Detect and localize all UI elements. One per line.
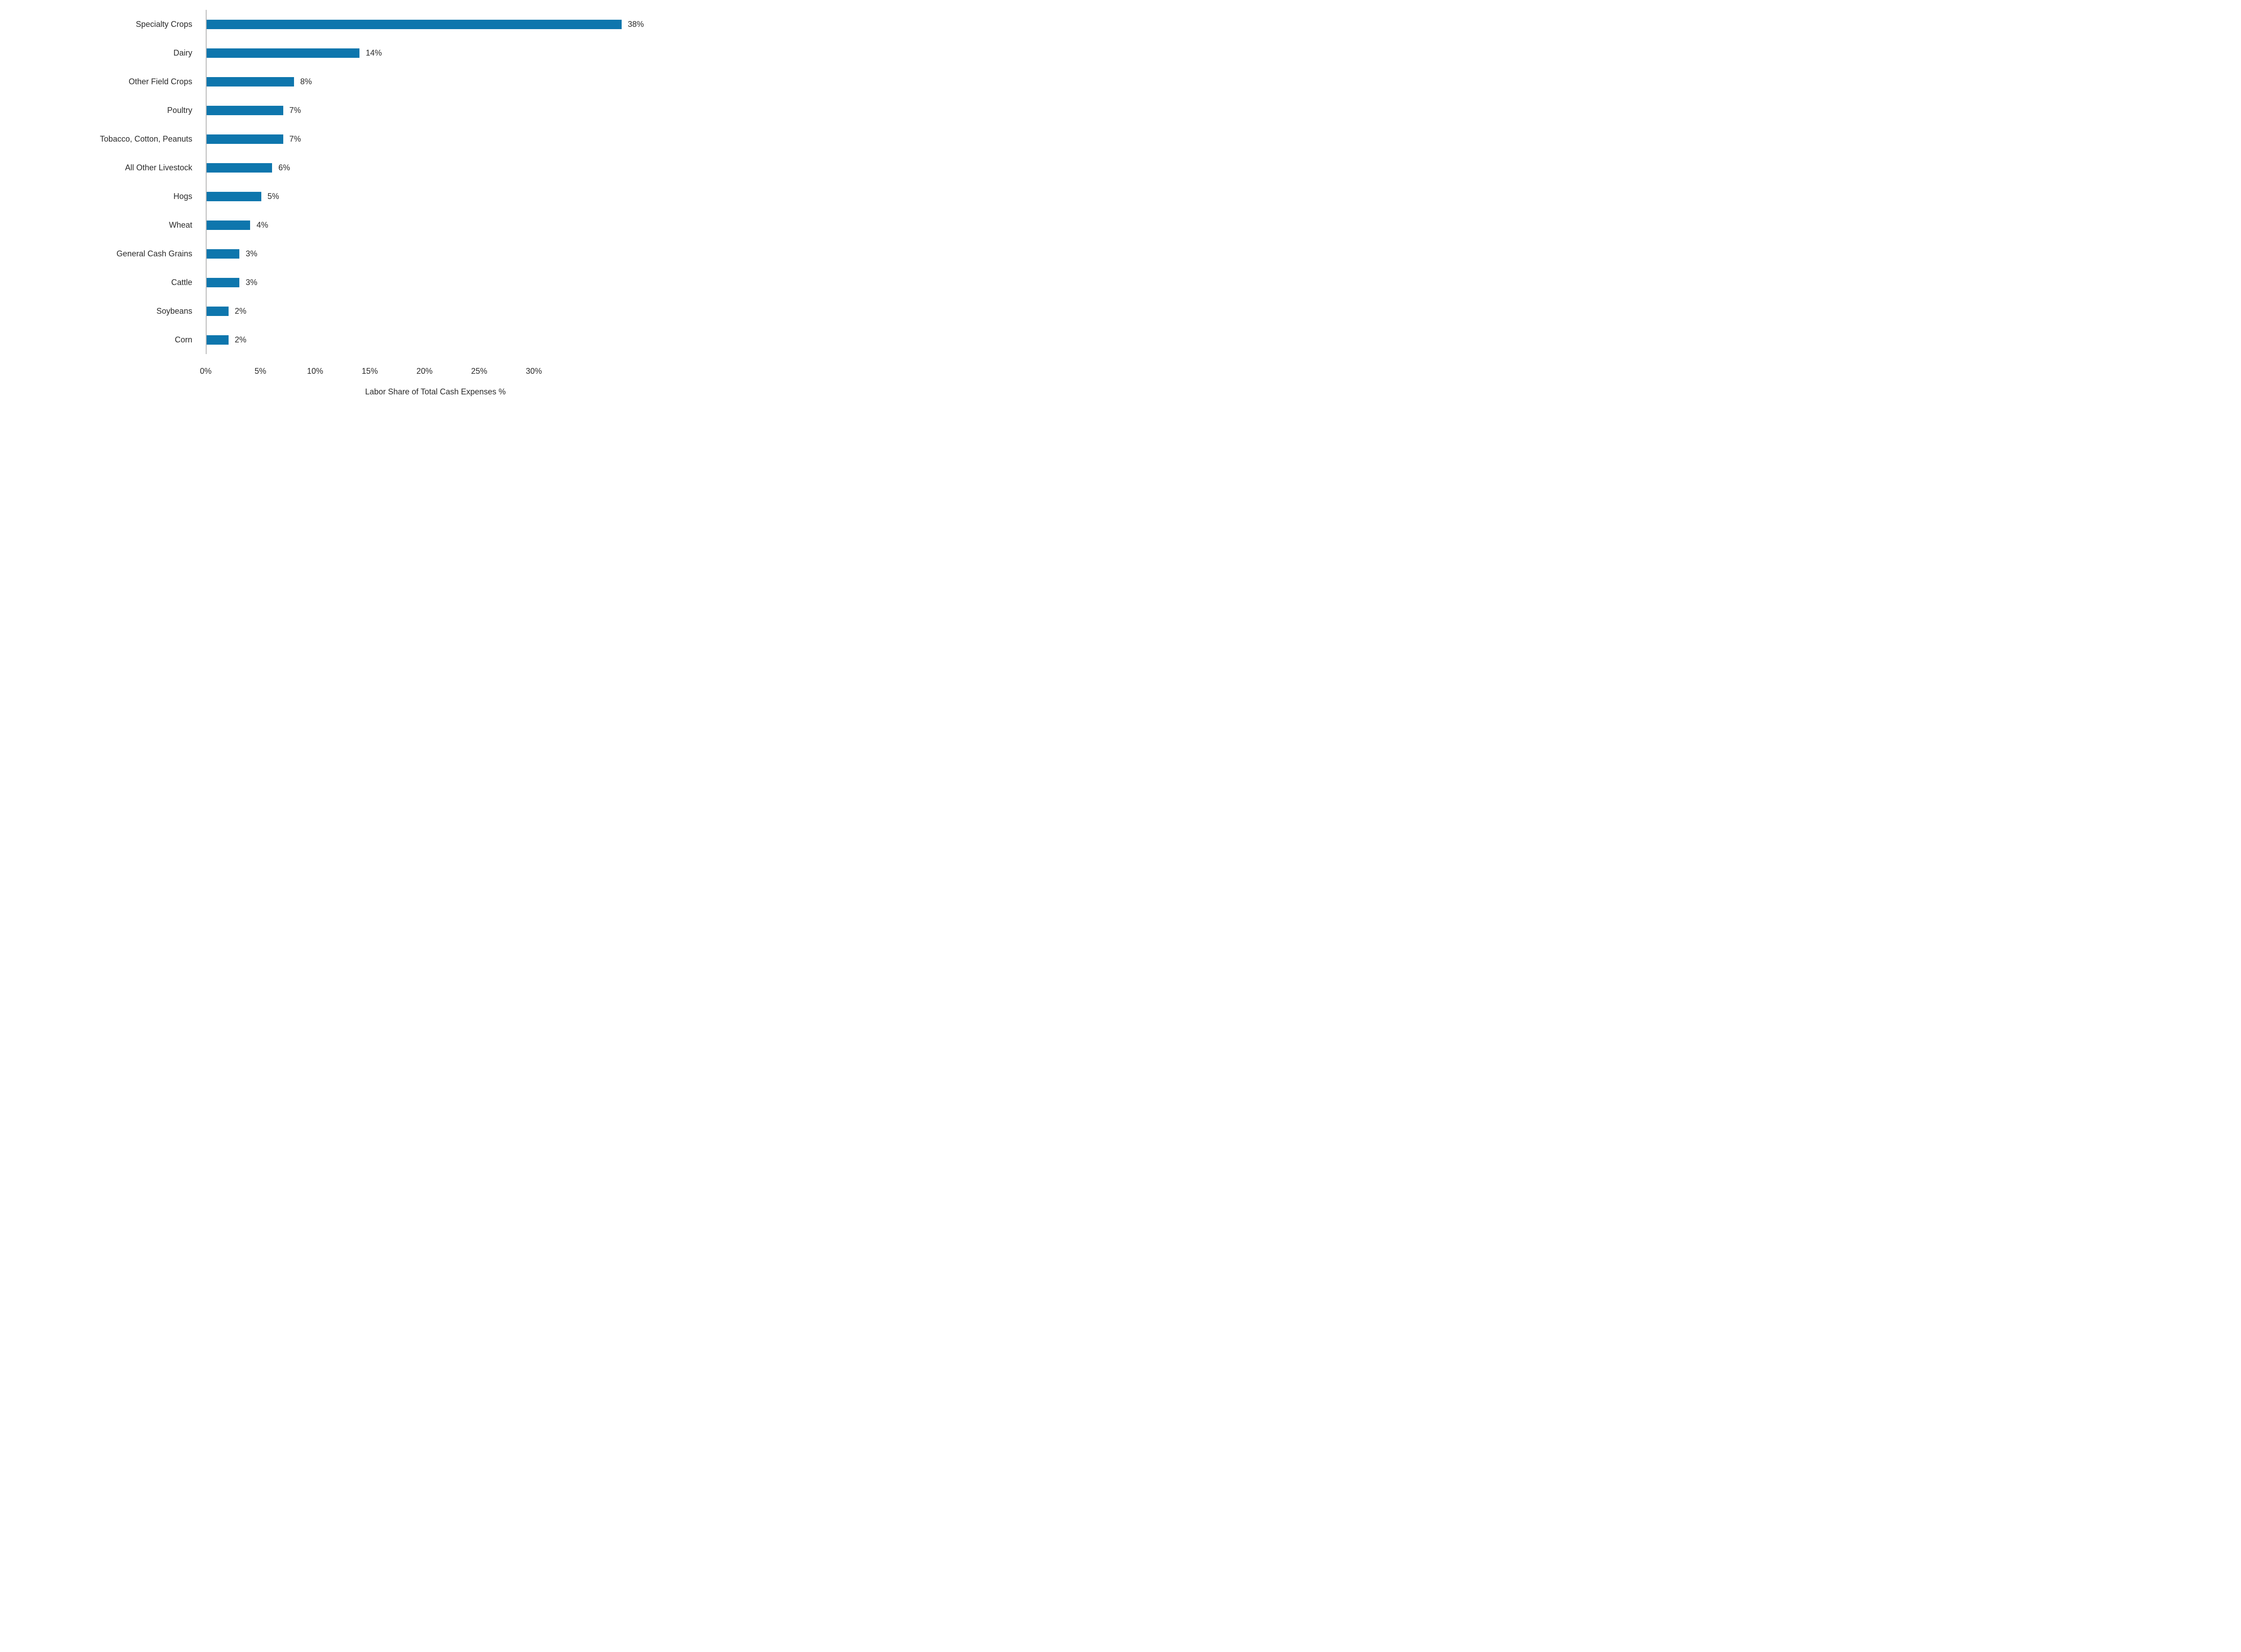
x-axis-tick-label: 30% [526,367,542,376]
category-label: Cattle [171,277,192,287]
chart-row: All Other Livestock 6% [0,153,665,182]
chart-row: Cattle 3% [0,268,665,297]
bar [207,105,283,115]
chart-row: Poultry 7% [0,96,665,125]
bar [207,77,294,86]
bar-value-label: 2% [234,335,247,344]
category-label: Specialty Crops [135,19,192,29]
chart-row: Other Field Crops 8% [0,67,665,96]
bar-chart: Specialty Crops 38% Dairy 14% Other Field Cr… [0,0,665,413]
bar-value-label: 38% [627,19,644,29]
x-axis-tick-label: 15% [362,367,378,376]
bar-track: 3% [206,268,665,297]
bar-value-label: 14% [366,48,382,57]
bar-value-label: 7% [289,105,301,115]
bar-track: 6% [206,153,665,182]
x-axis-tick-label: 20% [416,367,433,376]
category-label: Other Field Crops [128,77,192,86]
bar-track: 2% [206,297,665,325]
bar-value-label: 2% [234,306,247,316]
bar [207,134,283,144]
chart-row: Wheat 4% [0,211,665,239]
bar-value-label: 7% [289,134,301,143]
chart-row: General Cash Grains 3% [0,239,665,268]
category-label: Tobacco, Cotton, Peanuts [100,134,192,143]
bar [207,249,240,259]
category-label: Corn [174,335,192,344]
category-label: Dairy [173,48,192,57]
category-label: All Other Livestock [125,163,192,172]
chart-row: Tobacco, Cotton, Peanuts 7% [0,125,665,153]
bar [207,335,229,345]
category-label: Poultry [167,105,192,115]
x-axis-tick-label: 0% [199,367,212,376]
chart-row: Specialty Crops 38% [0,10,665,39]
chart-row: Dairy 14% [0,39,665,67]
chart-row: Corn 2% [0,325,665,354]
bar-value-label: 6% [278,163,290,172]
bar [207,191,261,201]
bar-track: 4% [206,211,665,239]
bar-track: 3% [206,239,665,268]
bar-track: 8% [206,67,665,96]
bar-track: 38% [206,10,665,39]
bar-track: 7% [206,125,665,153]
category-label: Hogs [173,191,192,201]
x-axis-tick-label: 25% [471,367,488,376]
bar-track: 5% [206,182,665,211]
bar [207,163,273,173]
bar-value-label: 4% [256,220,268,229]
bar-value-label: 3% [246,249,258,258]
x-axis: 0% 5% 10% 15% 20% 25% 30% [200,367,665,377]
bar [207,19,622,29]
x-axis-tick-label: 10% [307,367,324,376]
bar-track: 2% [206,325,665,354]
bar [207,306,229,316]
bar-track: 14% [206,39,665,67]
category-label: Soybeans [156,306,192,316]
bar [207,48,359,58]
bar [207,277,240,287]
chart-row: Soybeans 2% [0,297,665,325]
bar-track: 7% [206,96,665,125]
bar-value-label: 8% [300,77,312,86]
category-label: Wheat [169,220,192,229]
bar-value-label: 5% [267,191,279,201]
category-label: General Cash Grains [116,249,192,258]
chart-row: Hogs 5% [0,182,665,211]
x-axis-title: Labor Share of Total Cash Expenses % [365,387,506,396]
bar-value-label: 3% [246,277,258,287]
bar [207,220,251,230]
chart-rows: Specialty Crops 38% Dairy 14% Other Field Cr… [0,10,665,354]
x-axis-tick-label: 5% [255,367,267,376]
